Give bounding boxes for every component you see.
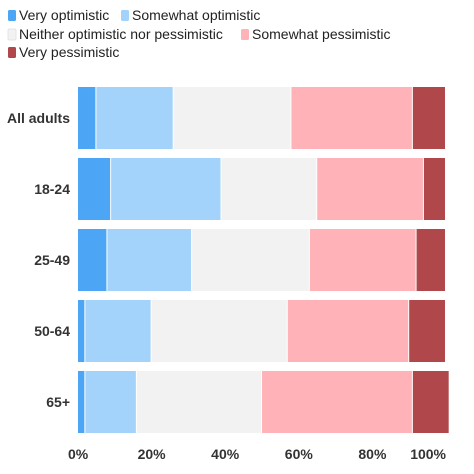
bar-65-somewhat-optimistic	[85, 371, 136, 433]
x-tick-label: 100%	[410, 446, 446, 462]
legend-label-very-optimistic: Very optimistic	[19, 7, 109, 23]
legend: Very optimistic Somewhat optimistic Neithe…	[7, 7, 391, 60]
x-axis: 0% 20% 40% 60% 80% 100%	[68, 446, 447, 462]
legend-label-somewhat-pessimistic: Somewhat pessimistic	[252, 26, 391, 42]
plot-area	[78, 87, 449, 433]
bar-all-adults-somewhat-optimistic	[96, 87, 173, 149]
bar-65-neither-optimistic-nor-pessimistic	[136, 371, 261, 433]
bar-50-64-neither-optimistic-nor-pessimistic	[151, 300, 287, 362]
legend-swatch-somewhat-pessimistic	[241, 29, 249, 40]
bar-25-49-very-pessimistic	[416, 229, 445, 291]
legend-swatch-very-pessimistic	[8, 47, 16, 58]
legend-label-neither-optimistic-nor-pessimistic: Neither optimistic nor pessimistic	[19, 26, 223, 42]
category-label-18-24: 18-24	[34, 181, 70, 197]
category-axis: All adults 18-24 25-49 50-64 65+	[7, 110, 70, 410]
category-label-50-64: 50-64	[34, 323, 70, 339]
bar-18-24-neither-optimistic-nor-pessimistic	[221, 158, 317, 220]
x-tick-label: 80%	[358, 446, 387, 462]
bar-all-adults-very-pessimistic	[412, 87, 445, 149]
bar-all-adults-somewhat-pessimistic	[291, 87, 412, 149]
bar-50-64-very-pessimistic	[409, 300, 445, 362]
legend-label-very-pessimistic: Very pessimistic	[19, 44, 119, 60]
category-label-all-adults: All adults	[7, 110, 70, 126]
bar-65-somewhat-pessimistic	[262, 371, 412, 433]
bar-all-adults-very-optimistic	[78, 87, 96, 149]
bar-25-49-neither-optimistic-nor-pessimistic	[192, 229, 309, 291]
bar-50-64-somewhat-optimistic	[85, 300, 151, 362]
bar-50-64-somewhat-pessimistic	[287, 300, 409, 362]
bar-50-64-very-optimistic	[78, 300, 85, 362]
legend-label-somewhat-optimistic: Somewhat optimistic	[132, 7, 260, 23]
bar-65-very-optimistic	[78, 371, 85, 433]
bar-18-24-somewhat-pessimistic	[317, 158, 423, 220]
category-label-65: 65+	[46, 394, 70, 410]
bar-18-24-very-pessimistic	[423, 158, 445, 220]
legend-swatch-very-optimistic	[8, 10, 16, 21]
x-tick-label: 20%	[138, 446, 167, 462]
x-tick-label: 60%	[285, 446, 314, 462]
bar-25-49-very-optimistic	[78, 229, 107, 291]
bar-all-adults-neither-optimistic-nor-pessimistic	[173, 87, 291, 149]
category-label-25-49: 25-49	[34, 252, 70, 268]
bar-18-24-very-optimistic	[78, 158, 111, 220]
legend-swatch-somewhat-optimistic	[121, 10, 129, 21]
bar-25-49-somewhat-pessimistic	[309, 229, 416, 291]
bar-65-very-pessimistic	[412, 371, 449, 433]
bar-25-49-somewhat-optimistic	[107, 229, 192, 291]
legend-swatch-neither-optimistic-nor-pessimistic	[7, 28, 17, 41]
bar-18-24-somewhat-optimistic	[111, 158, 221, 220]
x-tick-label: 40%	[211, 446, 240, 462]
x-tick-label: 0%	[68, 446, 89, 462]
